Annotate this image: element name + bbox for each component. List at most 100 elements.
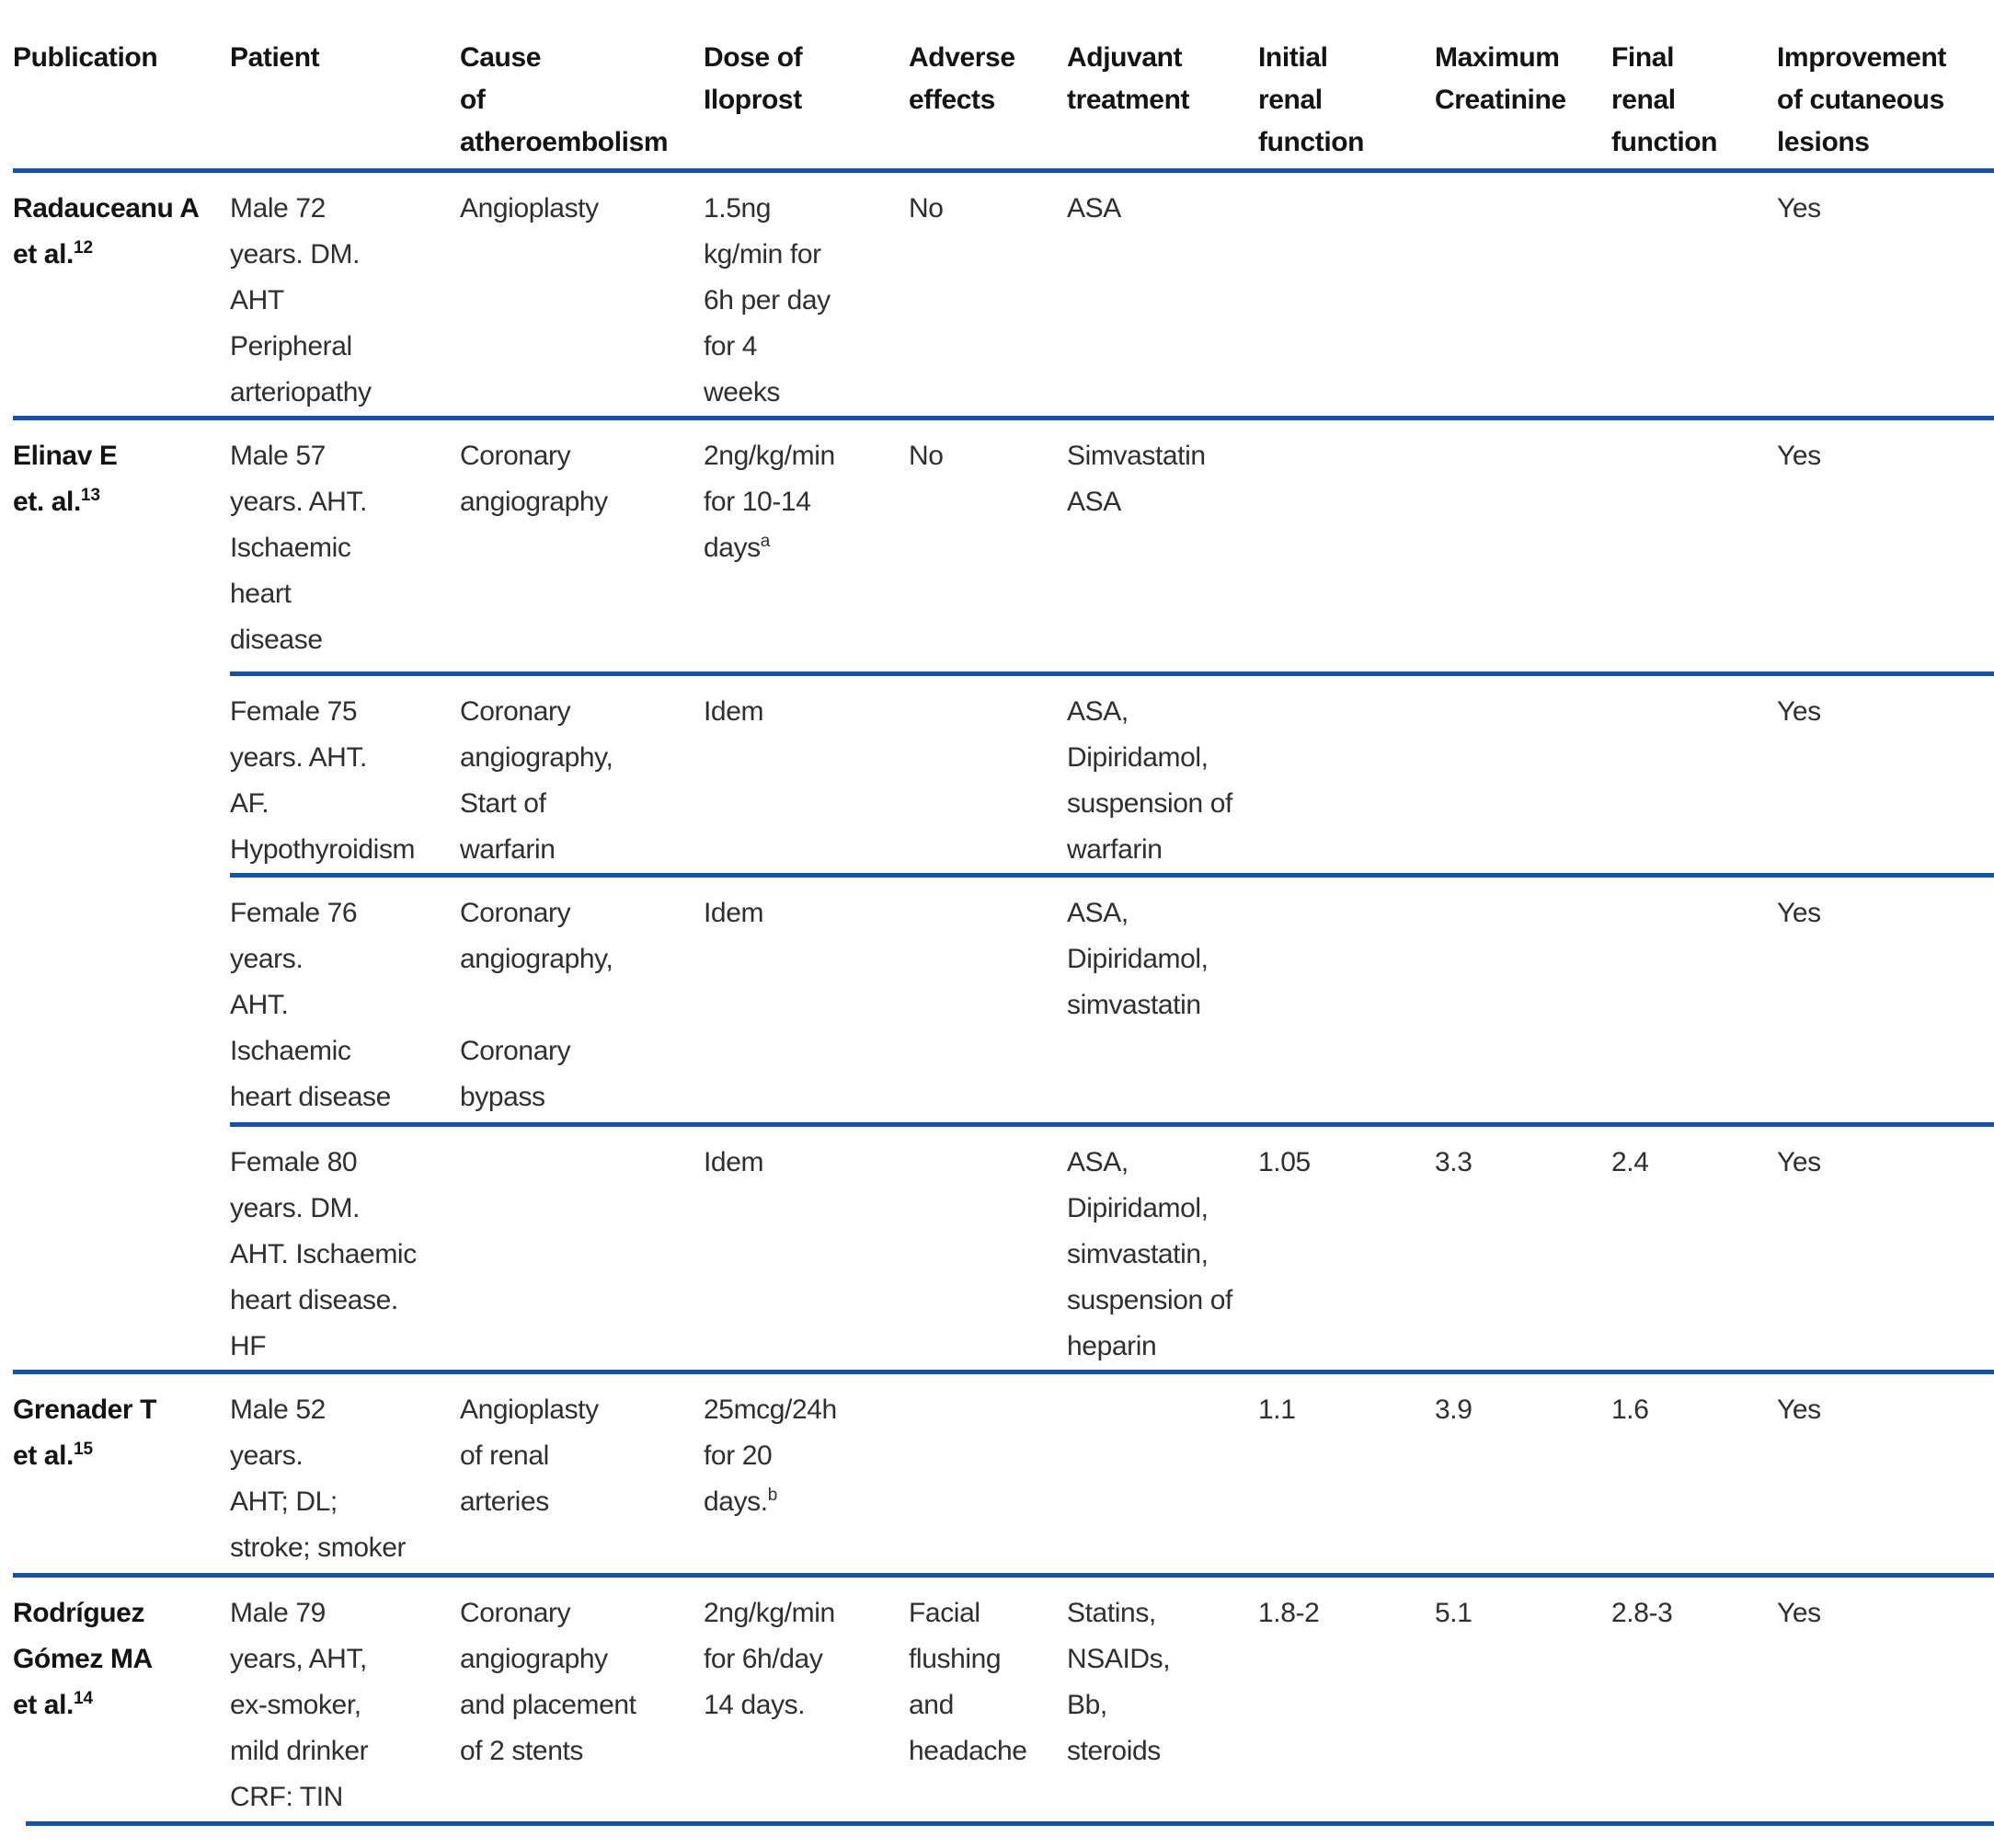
final-renal-function-cell: 2.8-3	[1611, 1573, 1777, 1821]
final-renal-function-cell	[1611, 416, 1777, 671]
patient-cell: Male 79 years, AHT, ex-smoker, mild drin…	[230, 1573, 460, 1821]
initial-renal-function-cell: 1.1	[1258, 1370, 1435, 1573]
adjuvant-treatment-cell	[1067, 1370, 1258, 1573]
maximum-creatinine-cell: 3.9	[1435, 1370, 1611, 1573]
adverse-effects-cell: No	[909, 416, 1067, 671]
footnote-superscript: b	[767, 1486, 778, 1505]
column-header-initial-renal-function: Initial renal function	[1258, 42, 1365, 157]
patient-cell: Female 76 years. AHT. Ischaemic heart di…	[230, 873, 460, 1122]
patient-cell: Male 52 years. AHT; DL; stroke; smoker	[230, 1370, 460, 1573]
cause-cell	[460, 1122, 704, 1370]
dose-text: 25mcg/24h for 20 days.	[704, 1395, 837, 1517]
column-header-cause: Cause of atheroembolism	[460, 42, 669, 157]
adverse-effects-cell	[909, 671, 1067, 873]
reference-superscript: 13	[80, 486, 101, 505]
reference-superscript: 14	[73, 1689, 94, 1708]
dose-cell: 2ng/kg/min for 10-14 daysa	[704, 416, 909, 671]
column-header-adjuvant-treatment: Adjuvant treatment	[1067, 42, 1190, 115]
dose-text: 2ng/kg/min for 6h/day 14 days.	[704, 1598, 835, 1720]
dose-cell: 25mcg/24h for 20 days.b	[704, 1370, 909, 1573]
dose-text: Idem	[704, 898, 764, 928]
publication-cell: Rodríguez Gómez MA et al.14	[13, 1573, 230, 1821]
dose-text: Idem	[704, 696, 764, 727]
initial-renal-function-cell	[1258, 873, 1435, 1122]
dose-cell: Idem	[704, 873, 909, 1122]
row-elinav-male-57: Elinav E et. al.13 Male 57 years. AHT. I…	[13, 416, 1994, 671]
final-renal-function-cell	[1611, 168, 1777, 416]
row-rodriguez-gomez: Rodríguez Gómez MA et al.14 Male 79 year…	[13, 1573, 1994, 1821]
patient-cell: Male 72 years. DM. AHT Peripheral arteri…	[230, 168, 460, 416]
publication-cell	[13, 873, 230, 1122]
initial-renal-function-cell	[1258, 671, 1435, 873]
initial-renal-function-cell: 1.05	[1258, 1122, 1435, 1370]
row-elinav-female-80: Female 80 years. DM. AHT. Ischaemic hear…	[13, 1122, 1994, 1370]
column-header-publication: Publication	[13, 42, 158, 73]
adverse-effects-cell	[909, 1122, 1067, 1370]
initial-renal-function-cell	[1258, 168, 1435, 416]
publication-text: Elinav E et. al.	[13, 441, 118, 517]
row-radauceanu: Radauceanu A et al.12 Male 72 years. DM.…	[13, 168, 1994, 416]
dose-text: 1.5ng kg/min for 6h per day for 4 weeks	[704, 193, 831, 407]
adjuvant-treatment-cell: ASA, Dipiridamol, simvastatin, suspensio…	[1067, 1122, 1258, 1370]
adverse-effects-cell: Facial flushing and headache	[909, 1573, 1067, 1821]
dose-text: Idem	[704, 1147, 764, 1177]
publication-text: Grenader T et al.	[13, 1395, 157, 1471]
publication-cell	[13, 671, 230, 873]
maximum-creatinine-cell	[1435, 873, 1611, 1122]
table-header-row: Publication Patient Cause of atheroembol…	[13, 0, 1994, 168]
cause-cell: Coronary angiography and placement of 2 …	[460, 1573, 704, 1821]
adjuvant-treatment-cell: Statins, NSAIDs, Bb, steroids	[1067, 1573, 1258, 1821]
adjuvant-treatment-cell: ASA, Dipiridamol, suspension of warfarin	[1067, 671, 1258, 873]
cause-cell: Coronary angiography, Start of warfarin	[460, 671, 704, 873]
maximum-creatinine-cell: 3.3	[1435, 1122, 1611, 1370]
cause-cell: Coronary angiography, Coronary bypass	[460, 873, 704, 1122]
column-header-adverse-effects: Adverse effects	[909, 42, 1015, 115]
dose-cell: Idem	[704, 671, 909, 873]
adjuvant-treatment-cell: ASA, Dipiridamol, simvastatin	[1067, 873, 1258, 1122]
improvement-cell: Yes	[1777, 873, 1994, 1122]
final-renal-function-cell	[1611, 873, 1777, 1122]
dose-cell: Idem	[704, 1122, 909, 1370]
column-header-improvement: Improvement of cutaneous lesions	[1777, 42, 1946, 157]
publication-cell: Grenader T et al.15	[13, 1370, 230, 1573]
publication-cell	[13, 1122, 230, 1370]
improvement-cell: Yes	[1777, 1370, 1994, 1573]
adverse-effects-cell	[909, 873, 1067, 1122]
final-renal-function-cell	[1611, 671, 1777, 873]
improvement-cell: Yes	[1777, 168, 1994, 416]
adverse-effects-cell: No	[909, 168, 1067, 416]
reference-superscript: 15	[73, 1440, 94, 1459]
maximum-creatinine-cell: 5.1	[1435, 1573, 1611, 1821]
dose-cell: 2ng/kg/min for 6h/day 14 days.	[704, 1573, 909, 1821]
footnote-superscript: a	[760, 532, 771, 551]
adverse-effects-cell	[909, 1370, 1067, 1573]
publication-text: Radauceanu A et al.	[13, 193, 200, 270]
maximum-creatinine-cell	[1435, 671, 1611, 873]
dose-cell: 1.5ng kg/min for 6h per day for 4 weeks	[704, 168, 909, 416]
initial-renal-function-cell: 1.8-2	[1258, 1573, 1435, 1821]
table-bottom-rule	[26, 1821, 1994, 1848]
publication-cell: Elinav E et. al.13	[13, 416, 230, 671]
column-header-maximum-creatinine: Maximum Creatinine	[1435, 42, 1566, 115]
initial-renal-function-cell	[1258, 416, 1435, 671]
row-grenader: Grenader T et al.15 Male 52 years. AHT; …	[13, 1370, 1994, 1573]
patient-cell: Male 57 years. AHT. Ischaemic heart dise…	[230, 416, 460, 671]
cause-cell: Coronary angiography	[460, 416, 704, 671]
adjuvant-treatment-cell: Simvastatin ASA	[1067, 416, 1258, 671]
adjuvant-treatment-cell: ASA	[1067, 168, 1258, 416]
final-renal-function-cell: 2.4	[1611, 1122, 1777, 1370]
column-header-final-renal-function: Final renal function	[1611, 42, 1718, 157]
row-elinav-female-75: Female 75 years. AHT. AF. Hypothyroidism…	[13, 671, 1994, 873]
improvement-cell: Yes	[1777, 1573, 1994, 1821]
column-header-patient: Patient	[230, 42, 320, 73]
improvement-cell: Yes	[1777, 671, 1994, 873]
patient-cell: Female 80 years. DM. AHT. Ischaemic hear…	[230, 1122, 460, 1370]
maximum-creatinine-cell	[1435, 168, 1611, 416]
publication-text: Rodríguez Gómez MA et al.	[13, 1598, 153, 1720]
reference-superscript: 12	[73, 238, 94, 258]
row-elinav-female-76: Female 76 years. AHT. Ischaemic heart di…	[13, 873, 1994, 1122]
column-header-dose: Dose of Iloprost	[704, 42, 803, 115]
improvement-cell: Yes	[1777, 1122, 1994, 1370]
cause-cell: Angioplasty of renal arteries	[460, 1370, 704, 1573]
